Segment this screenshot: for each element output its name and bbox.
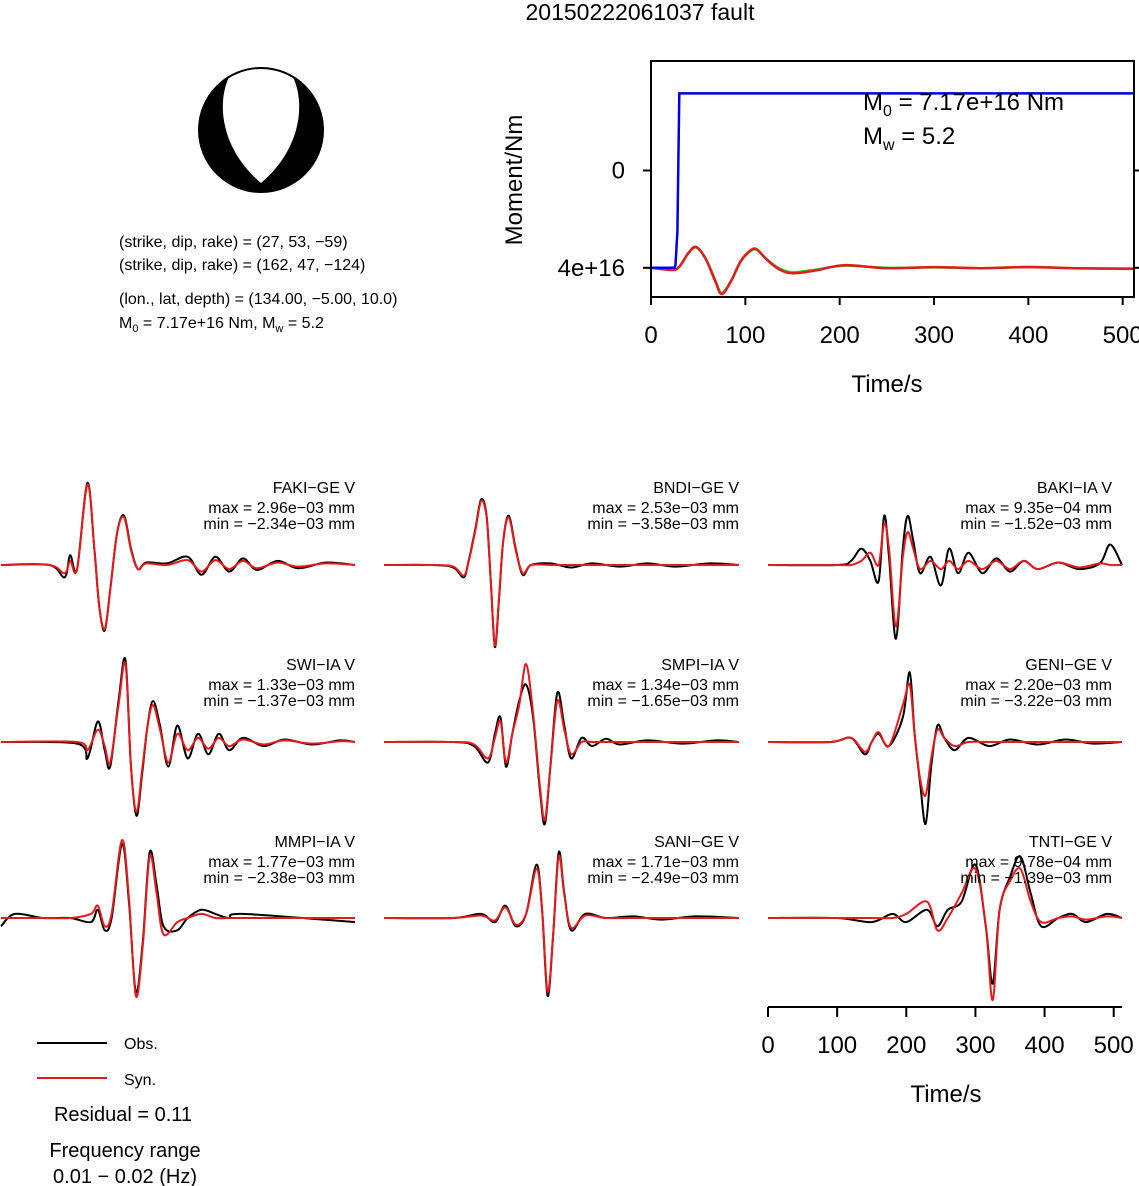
moment-y-axis: 4e+16 0 (558, 157, 1139, 282)
station-max: max = 1.77e−03 mm (208, 854, 355, 871)
moment-y-tick-label: 0 (612, 157, 625, 184)
synthetic-trace (0, 661, 356, 813)
station-max: max = 1.34e−03 mm (592, 677, 739, 694)
station-name: SWI−IA V (286, 657, 355, 674)
nodal-plane-1: (strike, dip, rake) = (27, 53, −59) (119, 234, 348, 251)
moment-x-tick-label: 500 (1103, 322, 1139, 349)
moment-m0-annotation: M0 = 7.17e+16 Nm (863, 89, 1064, 120)
legend: Obs. Syn. Residual = 0.11 Frequency rang… (37, 1036, 201, 1186)
moment-x-tick-label: 400 (1008, 322, 1048, 349)
station-min: min = −2.49e−03 mm (587, 870, 739, 887)
synthetic-trace (0, 483, 356, 631)
station-name: SANI−GE V (654, 834, 739, 851)
station-name: BNDI−GE V (653, 480, 739, 497)
synthetic-trace (383, 499, 739, 647)
waveform-x-tick-label: 200 (886, 1032, 926, 1059)
waveform-x-tick-label: 400 (1025, 1032, 1065, 1059)
station-min: min = −3.22e−03 mm (960, 693, 1112, 710)
synthetic-trace (383, 663, 739, 822)
station-max: max = 2.20e−03 mm (965, 677, 1112, 694)
mechanism-info: (strike, dip, rake) = (27, 53, −59) (str… (119, 234, 397, 335)
moment-y-label: Moment/Nm (501, 115, 528, 246)
moment-rate-red-line (652, 245, 1133, 296)
moment-plot-frame (650, 60, 1135, 298)
station-max: max = 1.33e−03 mm (208, 677, 355, 694)
station-max: max = 2.96e−03 mm (208, 500, 355, 517)
waveform-x-label: Time/s (910, 1081, 981, 1108)
moment-magnitude-line: M0 = 7.17e+16 Nm, Mw = 5.2 (119, 315, 324, 335)
moment-x-tick-label: 0 (644, 322, 657, 349)
synthetic-trace (767, 682, 1122, 797)
moment-x-tick-label: 100 (725, 322, 765, 349)
legend-obs-label: Obs. (124, 1036, 158, 1053)
station-min: min = −2.34e−03 mm (203, 516, 355, 533)
station-max: max = 1.71e−03 mm (592, 854, 739, 871)
moment-x-tick-label: 300 (914, 322, 954, 349)
moment-y-tick-label: 4e+16 (558, 255, 625, 282)
figure-title: 20150222061037 fault (526, 0, 756, 25)
waveform-x-tick-label: 300 (955, 1032, 995, 1059)
moment-rate-green-line (652, 246, 1133, 295)
synthetic-trace (383, 854, 739, 993)
observed-trace (767, 514, 1123, 640)
waveform-x-tick-label: 0 (761, 1032, 774, 1059)
legend-syn-label: Syn. (124, 1072, 156, 1089)
station-name: MMPI−IA V (275, 834, 356, 851)
station-max: max = 2.53e−03 mm (592, 500, 739, 517)
moment-series-group (652, 92, 1133, 296)
synthetic-trace (1, 839, 355, 999)
cumulative-moment-line (652, 92, 1133, 270)
beachball-icon (198, 67, 324, 193)
frequency-range-value: 0.01 − 0.02 (Hz) (53, 1166, 197, 1186)
synthetic-trace (767, 522, 1123, 628)
observed-trace (383, 683, 740, 826)
hypocenter-location: (lon., lat, depth) = (134.00, −5.00, 10.… (119, 291, 397, 308)
nodal-plane-2: (strike, dip, rake) = (162, 47, −124) (119, 257, 365, 274)
station-min: min = −3.58e−03 mm (587, 516, 739, 533)
station-min: min = −1.52e−03 mm (960, 516, 1112, 533)
station-min: min = −1.39e−03 mm (960, 870, 1112, 887)
waveform-x-tick-label: 500 (1094, 1032, 1134, 1059)
moment-x-label: Time/s (851, 371, 922, 398)
station-min: min = −2.38e−03 mm (203, 870, 355, 887)
station-max: max = 9.35e−04 mm (965, 500, 1112, 517)
station-max: max = 9.78e−04 mm (965, 854, 1112, 871)
moment-panel: 4e+16 0 0 100 200 300 400 500 Moment/Nm Time/s… (501, 60, 1139, 398)
station-min: min = −1.65e−03 mm (587, 693, 739, 710)
station-name: TNTI−GE V (1029, 834, 1112, 851)
waveform-x-tick-label: 100 (817, 1032, 857, 1059)
moment-x-tick-label: 200 (820, 322, 860, 349)
waveform-time-axis: Time/s 0 100 200 300 400 500 (761, 1006, 1134, 1108)
station-name: BAKI−IA V (1037, 480, 1112, 497)
station-name: SMPI−IA V (661, 657, 739, 674)
station-name: GENI−GE V (1025, 657, 1112, 674)
residual-text: Residual = 0.11 (54, 1104, 192, 1126)
frequency-range-title: Frequency range (49, 1140, 200, 1162)
moment-mw-annotation: Mw = 5.2 (863, 123, 955, 154)
station-name: FAKI−GE V (273, 480, 356, 497)
station-min: min = −1.37e−03 mm (203, 693, 355, 710)
moment-x-axis: 0 100 200 300 400 500 (644, 297, 1139, 349)
synthetic-trace (768, 866, 1123, 1002)
